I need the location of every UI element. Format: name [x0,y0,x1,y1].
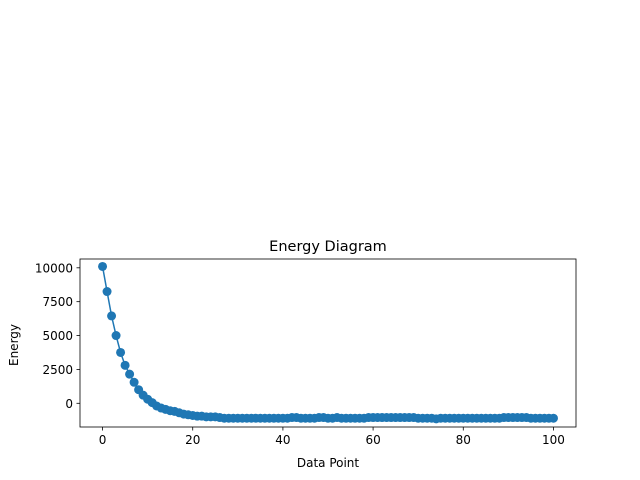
data-point [129,377,139,387]
x-tick-label: 100 [542,433,565,447]
axes-frame [79,258,577,428]
data-point [548,413,558,423]
y-axis-label: Energy [7,324,21,366]
x-tick-label: 40 [275,433,290,447]
y-tick-label: 5000 [42,329,73,343]
x-tick-label: 0 [99,433,107,447]
data-point [102,287,112,297]
data-point [111,331,121,341]
data-point [120,360,130,370]
data-point [98,261,108,271]
y-tick-label: 7500 [42,295,73,309]
x-tick-label: 60 [365,433,380,447]
data-point [125,369,135,379]
x-axis-label: Data Point [297,456,360,470]
y-tick-label: 2500 [42,363,73,377]
chart-title: Energy Diagram [269,239,387,255]
data-point [116,347,126,357]
y-tick-label: 10000 [35,261,73,275]
data-point [107,311,117,321]
y-tick-label: 0 [65,397,73,411]
plot-area: 0 20 40 60 80 100 0 2500 5000 7500 10000 [35,258,577,447]
x-tick-label: 20 [185,433,200,447]
x-tick-label: 80 [456,433,471,447]
